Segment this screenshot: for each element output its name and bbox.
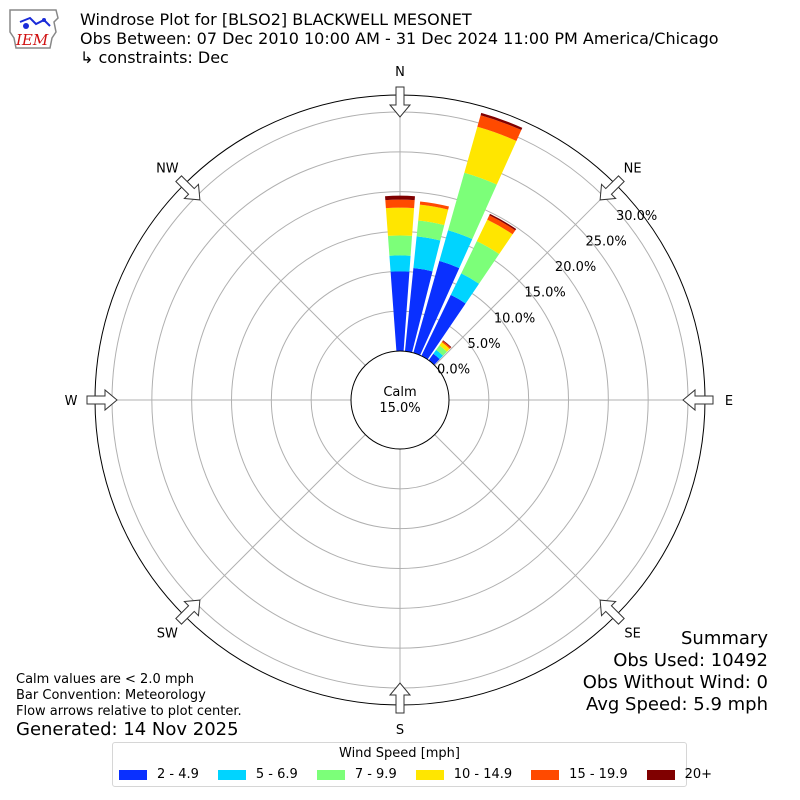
- radial-tick-label: 30.0%: [616, 209, 657, 224]
- bar-segment-40deg-4: [441, 340, 451, 349]
- legend-item: 20+: [646, 767, 713, 782]
- legend-item: 5 - 6.9: [217, 767, 298, 782]
- bar-segment-0deg-3: [385, 207, 415, 236]
- bar-segment-10deg-3: [418, 204, 449, 226]
- direction-arrow-W: [86, 388, 118, 412]
- bar-segment-30deg-0: [421, 294, 466, 360]
- direction-label-S: S: [396, 723, 404, 738]
- flow-arrows-note: Flow arrows relative to plot center.: [16, 704, 242, 719]
- bar-segment-40deg-1: [433, 349, 444, 360]
- summary-obs-used: Obs Used: 10492: [613, 650, 768, 671]
- bar-segment-20deg-3: [464, 126, 517, 185]
- direction-label-SW: SW: [157, 627, 178, 642]
- legend-label: 20+: [684, 767, 713, 782]
- direction-label-SE: SE: [624, 627, 640, 642]
- bar-segment-20deg-1: [439, 230, 473, 269]
- legend-item: 10 - 14.9: [415, 767, 513, 782]
- bar-segment-30deg-2: [461, 241, 500, 284]
- bar-segment-30deg-4: [487, 215, 516, 235]
- legend-swatch: [119, 769, 147, 780]
- legend-label: 2 - 4.9: [157, 767, 199, 782]
- direction-arrow-NE: [599, 175, 625, 201]
- bar-segment-0deg-2: [387, 235, 413, 256]
- bar-segment-0deg-4: [385, 199, 415, 209]
- bar-segment-10deg-0: [404, 268, 433, 353]
- grid-spoke: [183, 183, 366, 366]
- bar-segment-0deg-0: [390, 271, 410, 352]
- direction-arrow-N: [388, 86, 412, 118]
- grid-spoke: [434, 434, 617, 617]
- legend-label: 7 - 9.9: [354, 767, 397, 782]
- direction-arrow-E: [682, 388, 714, 412]
- legend-item: 2 - 4.9: [119, 767, 199, 782]
- radial-tick-label: 25.0%: [585, 234, 626, 249]
- bar-convention-note: Bar Convention: Meteorology: [16, 688, 206, 703]
- grid-spoke: [434, 183, 617, 366]
- direction-label-NW: NW: [156, 161, 179, 176]
- legend-label: 5 - 6.9: [255, 767, 298, 782]
- legend-label: 10 - 14.9: [453, 767, 513, 782]
- direction-arrow-SW: [175, 599, 201, 625]
- bar-segment-10deg-4: [419, 201, 449, 210]
- summary-title: Summary: [681, 628, 768, 649]
- legend-item: 7 - 9.9: [316, 767, 397, 782]
- calm-note: Calm values are < 2.0 mph: [16, 672, 195, 687]
- radial-tick-label: 0.0%: [437, 363, 470, 378]
- legend-swatch: [646, 769, 675, 780]
- radial-tick-label: 5.0%: [468, 337, 501, 352]
- title-line-constraints: ↳ constraints: Dec: [80, 48, 229, 67]
- radial-tick-label: 10.0%: [494, 311, 535, 326]
- bar-segment-20deg-2: [448, 172, 497, 240]
- legend-swatch: [531, 769, 560, 780]
- notes-block: Calm values are < 2.0 mph Bar Convention…: [16, 672, 242, 720]
- direction-label-E: E: [725, 394, 733, 409]
- calm-percent: 15.0%: [379, 401, 420, 416]
- bar-segment-30deg-5: [489, 213, 517, 231]
- legend-swatch: [316, 769, 345, 780]
- bar-segment-40deg-3: [439, 342, 450, 352]
- chart-title: Windrose Plot for [BLSO2] BLACKWELL MESO…: [80, 10, 719, 67]
- radial-tick-label: 15.0%: [524, 286, 565, 301]
- direction-label-N: N: [395, 65, 405, 80]
- generated-date: Generated: 14 Nov 2025: [16, 719, 239, 740]
- legend-swatch: [415, 769, 444, 780]
- legend-items: 2 - 4.9 5 - 6.9 7 - 9.9 10 - 14.9 15 - 19.9 2…: [119, 767, 731, 782]
- legend: Wind Speed [mph] 2 - 4.9 5 - 6.9 7 - 9.9 10…: [112, 742, 712, 787]
- grid-spoke: [183, 434, 366, 617]
- calm-circle: [350, 350, 450, 450]
- title-line-period: Obs Between: 07 Dec 2010 10:00 AM - 31 D…: [80, 29, 719, 48]
- legend-swatch: [217, 769, 246, 780]
- summary-block: Summary Obs Used: 10492 Obs Without Wind…: [583, 628, 768, 716]
- svg-text:IEM: IEM: [15, 31, 49, 49]
- summary-avg-speed: Avg Speed: 5.9 mph: [586, 694, 768, 715]
- bar-segment-30deg-1: [450, 273, 480, 304]
- bar-segment-20deg-5: [480, 112, 523, 131]
- bar-segment-10deg-1: [413, 236, 441, 272]
- bar-segment-40deg-5: [442, 340, 452, 348]
- direction-arrow-S: [388, 682, 412, 714]
- bar-segment-20deg-0: [413, 260, 460, 356]
- calm-label: Calm: [383, 385, 416, 400]
- direction-arrow-SE: [599, 599, 625, 625]
- bar-segment-40deg-2: [436, 345, 447, 356]
- direction-label-W: W: [65, 394, 78, 409]
- legend-item: 15 - 19.9: [531, 767, 628, 782]
- legend-title: Wind Speed [mph]: [339, 746, 460, 761]
- title-line-station: Windrose Plot for [BLSO2] BLACKWELL MESO…: [80, 10, 472, 29]
- direction-label-NE: NE: [624, 161, 642, 176]
- bar-segment-20deg-4: [477, 115, 522, 141]
- bar-segment-30deg-3: [476, 219, 513, 255]
- bar-segment-0deg-1: [389, 255, 411, 272]
- iem-logo: IEM: [6, 8, 62, 50]
- legend-label: 15 - 19.9: [569, 767, 628, 782]
- direction-arrow-NW: [175, 175, 201, 201]
- radial-tick-label: 20.0%: [555, 260, 596, 275]
- summary-obs-without-wind: Obs Without Wind: 0: [582, 672, 768, 693]
- bar-segment-10deg-2: [416, 220, 445, 241]
- bar-segment-0deg-5: [385, 195, 415, 201]
